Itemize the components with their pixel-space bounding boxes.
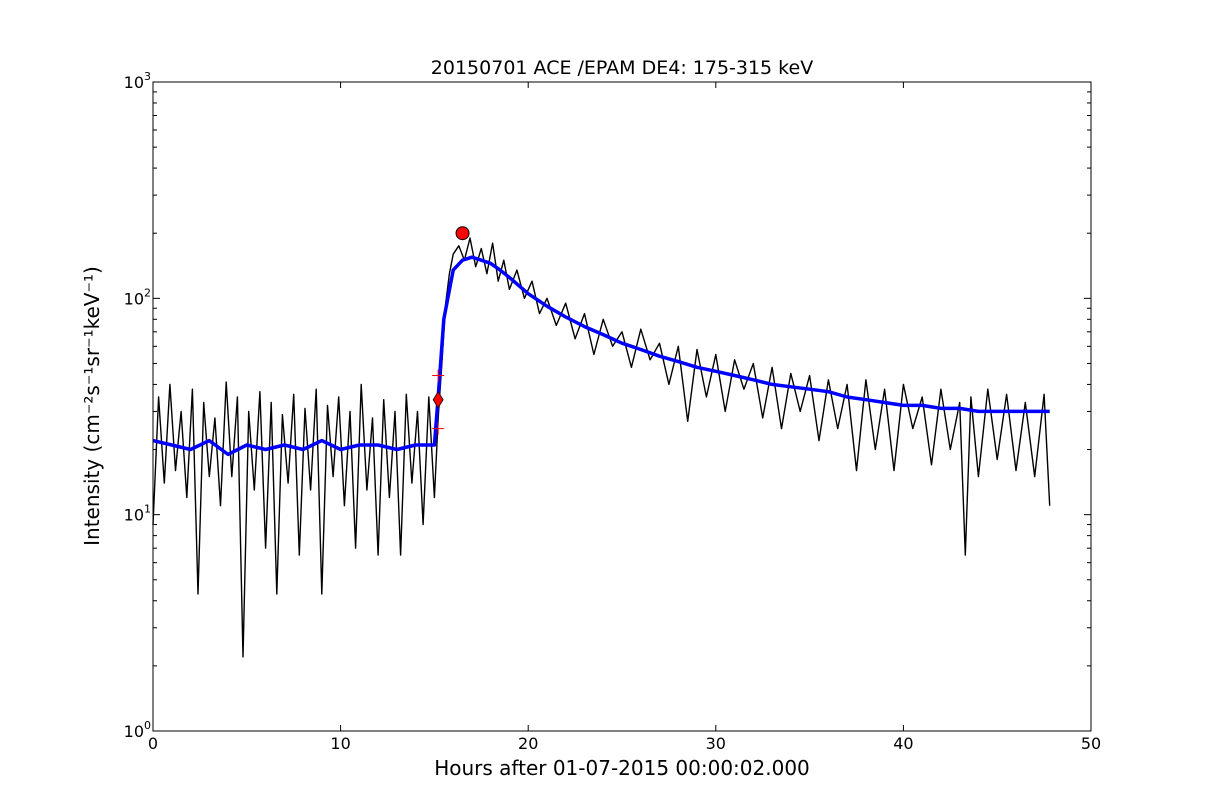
x-axis: 0 10 20 30 40 50 <box>148 82 1101 753</box>
y-axis-label: Intensity (cm⁻²s⁻¹sr⁻¹keV⁻¹) <box>80 266 104 546</box>
marker-plus <box>432 369 445 382</box>
y-tick-exponent: 3 <box>144 70 151 83</box>
y-tick-exponent: 1 <box>144 503 151 516</box>
marker-circle <box>455 226 470 241</box>
y-tick-exponent: 2 <box>144 286 151 299</box>
plot-frame <box>152 81 1092 732</box>
marker-diamond <box>432 390 444 409</box>
y-tick-label: 101 <box>124 503 151 525</box>
y-tick-label: 103 <box>124 70 151 92</box>
y-tick-label: 100 <box>124 719 151 741</box>
x-tick-label: 0 <box>148 734 158 753</box>
marker-plus <box>432 422 445 435</box>
y-tick-label: 102 <box>124 286 151 308</box>
x-tick-label: 10 <box>330 734 350 753</box>
series-line-1 <box>152 237 1051 658</box>
y-tick-exponent: 0 <box>144 719 151 732</box>
chart-title: 20150701 ACE /EPAM DE4: 175-315 keV <box>431 57 813 79</box>
x-tick-label: 30 <box>706 734 726 753</box>
x-tick-label: 20 <box>518 734 538 753</box>
plot-area <box>152 226 1051 658</box>
x-tick-label: 50 <box>1081 734 1101 753</box>
x-axis-label: Hours after 01-07-2015 00:00:02.000 <box>434 756 810 780</box>
marker-layer <box>432 226 470 435</box>
x-tick-label: 40 <box>893 734 913 753</box>
series-layer <box>152 237 1051 658</box>
series-line-2 <box>152 255 1050 457</box>
